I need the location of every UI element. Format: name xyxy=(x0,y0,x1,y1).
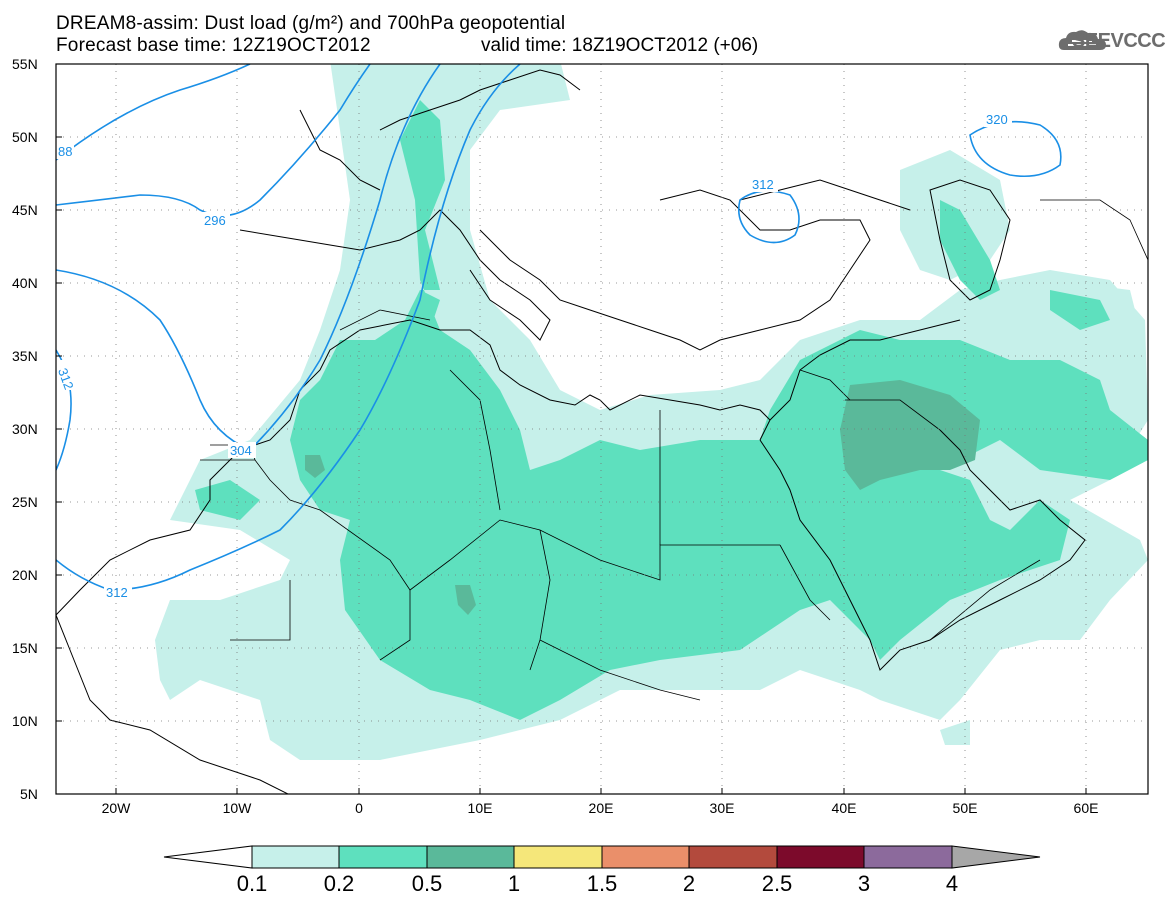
cloud-logo-icon xyxy=(1058,30,1106,50)
contour-labels: 88 296 312 304 312 312 320 xyxy=(55,111,1012,600)
lon-label: 60E xyxy=(1074,800,1099,816)
colorbar-swatch xyxy=(163,845,253,869)
chart-title: DREAM8-assim: Dust load (g/m²) and 700hP… xyxy=(56,13,566,34)
colorbar-swatch xyxy=(338,845,428,869)
longitude-labels: 20W 10W 0 10E 20E 30E 40E 50E 60E xyxy=(102,800,1099,816)
lat-label: 10N xyxy=(12,713,38,729)
lon-label: 40E xyxy=(832,800,857,816)
coastlines xyxy=(56,69,1086,794)
lat-label: 40N xyxy=(12,275,38,291)
colorbar xyxy=(163,845,1041,869)
colorbar-labels: 0.1 0.2 0.5 1 1.5 2 2.5 3 4 xyxy=(237,871,958,896)
colorbar-label: 2 xyxy=(683,871,695,896)
contour-label: 88 xyxy=(58,144,72,159)
country-borders xyxy=(200,199,1148,701)
colorbar-label: 0.5 xyxy=(412,871,443,896)
valid-time: valid time: 18Z19OCT2012 (+06) xyxy=(481,35,759,56)
graticule xyxy=(56,64,1148,794)
lat-label: 5N xyxy=(20,786,38,802)
logo-text: SEEVCCC xyxy=(1072,30,1165,52)
colorbar-swatch xyxy=(251,845,340,869)
colorbar-label: 0.1 xyxy=(237,871,268,896)
colorbar-label: 4 xyxy=(946,871,958,896)
forecast-base-time: Forecast base time: 12Z19OCT2012 xyxy=(56,35,371,56)
lon-label: 10W xyxy=(223,800,253,816)
lat-label: 30N xyxy=(12,421,38,437)
contour-label: 296 xyxy=(204,213,226,228)
lon-label: 0 xyxy=(355,800,363,816)
lat-label: 25N xyxy=(12,494,38,510)
lon-label: 10E xyxy=(468,800,493,816)
contour-label: 312 xyxy=(106,585,128,600)
dust-shading-dark xyxy=(305,380,980,615)
colorbar-swatch xyxy=(688,845,778,869)
colorbar-label: 0.2 xyxy=(324,871,355,896)
lat-label: 15N xyxy=(12,640,38,656)
contour-label: 320 xyxy=(986,112,1008,127)
colorbar-label: 2.5 xyxy=(762,871,793,896)
colorbar-swatch xyxy=(863,845,953,869)
lon-label: 20W xyxy=(102,800,132,816)
colorbar-swatch xyxy=(513,845,603,869)
axis-ticks xyxy=(56,63,1087,794)
lat-label: 50N xyxy=(12,129,38,145)
contour-label: 304 xyxy=(230,443,252,458)
lon-label: 50E xyxy=(953,800,978,816)
colorbar-swatch xyxy=(776,845,865,869)
lat-label: 35N xyxy=(12,348,38,364)
colorbar-swatch xyxy=(951,845,1041,869)
contour-label: 312 xyxy=(55,366,77,392)
geopotential-contours xyxy=(56,64,1062,591)
colorbar-label: 1 xyxy=(508,871,520,896)
colorbar-swatch xyxy=(601,845,690,869)
lat-label: 20N xyxy=(12,567,38,583)
dust-shading-medium xyxy=(195,100,1148,720)
colorbar-label: 1.5 xyxy=(587,871,618,896)
lat-label: 45N xyxy=(12,202,38,218)
lon-label: 20E xyxy=(589,800,614,816)
colorbar-label: 3 xyxy=(858,871,870,896)
lon-label: 30E xyxy=(710,800,735,816)
lat-label: 55N xyxy=(12,56,38,72)
colorbar-swatch xyxy=(426,845,515,869)
contour-label: 312 xyxy=(752,177,774,192)
latitude-labels: 55N 50N 45N 40N 35N 30N 25N 20N 15N 10N … xyxy=(12,56,38,802)
